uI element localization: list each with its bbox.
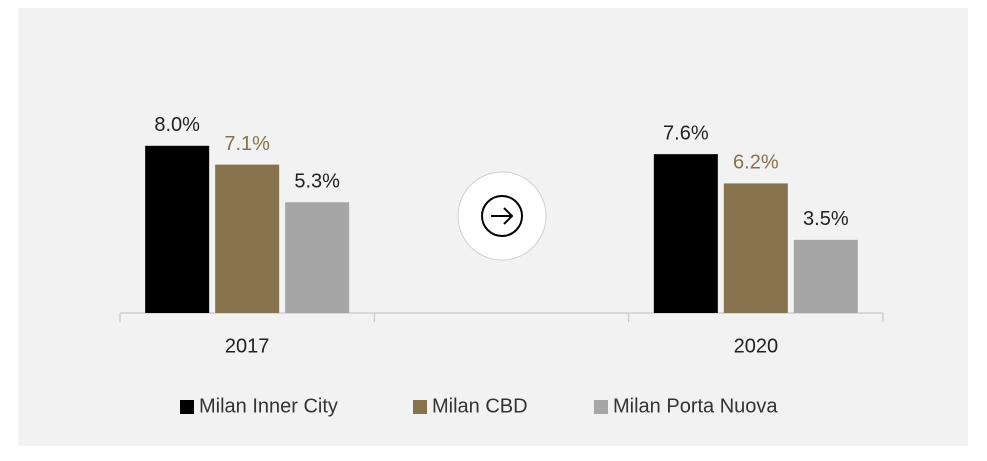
legend-swatch: [180, 400, 194, 414]
bar: [215, 164, 280, 313]
data-label: 7.6%: [663, 122, 709, 144]
data-label: 8.0%: [154, 114, 200, 136]
legend-label: Milan CBD: [432, 395, 528, 417]
bar: [723, 183, 788, 313]
data-label: 6.2%: [733, 152, 779, 174]
legend-label: Milan Porta Nuova: [613, 395, 778, 417]
x-tick-label: 2020: [734, 335, 779, 357]
x-tick-label: 2017: [225, 335, 270, 357]
bar: [145, 145, 210, 313]
transition-icon: [457, 171, 547, 261]
icon-arrow: [491, 207, 514, 225]
legend-swatch: [413, 400, 427, 414]
bar: [793, 239, 858, 313]
bar: [653, 154, 718, 313]
data-label: 5.3%: [294, 171, 340, 193]
legend-swatch: [594, 400, 608, 414]
data-label: 7.1%: [224, 133, 270, 155]
data-label: 3.5%: [803, 208, 849, 230]
legend-label: Milan Inner City: [199, 395, 338, 417]
icon-inner: [481, 195, 523, 237]
bar: [285, 202, 350, 313]
